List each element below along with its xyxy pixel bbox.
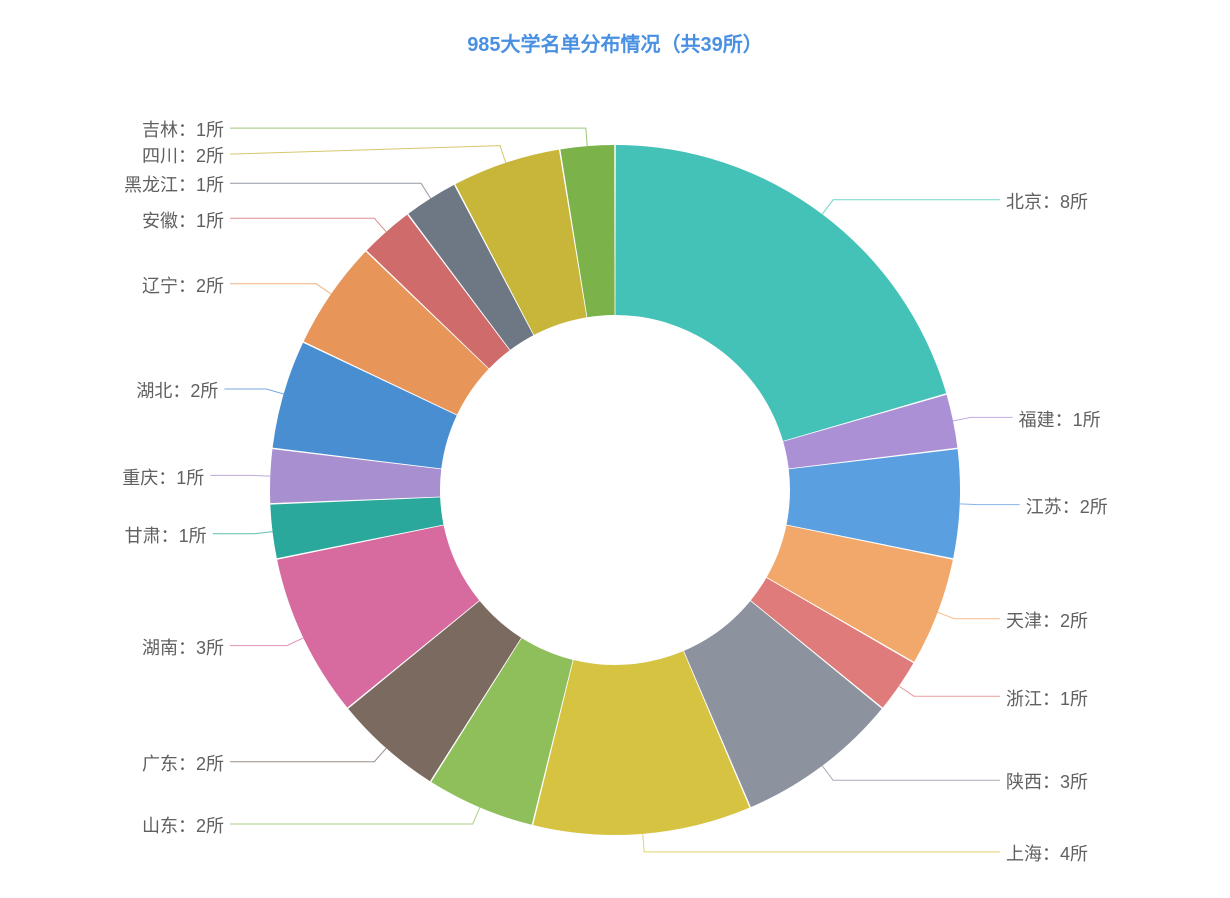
slice-北京 — [615, 145, 946, 441]
leader-湖南 — [230, 638, 303, 646]
leader-黑龙江 — [230, 183, 431, 198]
leader-甘肃 — [213, 532, 273, 534]
label-重庆: 重庆：1所 — [122, 464, 204, 490]
label-江苏: 江苏：2所 — [1026, 493, 1108, 519]
label-吉林: 吉林：1所 — [142, 116, 224, 142]
label-山东: 山东：2所 — [142, 812, 224, 838]
leader-天津 — [938, 612, 1000, 618]
leader-北京 — [822, 200, 1000, 214]
leader-湖北 — [224, 389, 283, 394]
label-福建: 福建：1所 — [1019, 406, 1101, 432]
label-湖南: 湖南：3所 — [142, 634, 224, 660]
label-辽宁: 辽宁：2所 — [142, 272, 224, 298]
leader-陕西 — [822, 766, 1000, 780]
leader-安徽 — [230, 218, 386, 231]
label-甘肃: 甘肃：1所 — [125, 522, 207, 548]
leader-江苏 — [960, 504, 1020, 505]
leader-上海 — [643, 834, 1000, 852]
leader-吉林 — [230, 128, 587, 146]
label-黑龙江: 黑龙江：1所 — [124, 171, 224, 197]
leader-广东 — [230, 748, 386, 761]
label-天津: 天津：2所 — [1006, 607, 1088, 633]
label-上海: 上海：4所 — [1006, 840, 1088, 866]
label-安徽: 安徽：1所 — [142, 207, 224, 233]
leader-四川 — [230, 146, 506, 163]
label-陕西: 陕西：3所 — [1006, 768, 1088, 794]
leader-重庆 — [210, 475, 270, 476]
label-北京: 北京：8所 — [1006, 188, 1088, 214]
label-广东: 广东：2所 — [142, 750, 224, 776]
leader-辽宁 — [230, 284, 331, 294]
label-浙江: 浙江：1所 — [1006, 685, 1088, 711]
leader-浙江 — [899, 686, 1000, 696]
leader-山东 — [230, 807, 480, 824]
leader-福建 — [953, 417, 1013, 421]
label-四川: 四川：2所 — [142, 142, 224, 168]
label-湖北: 湖北：2所 — [136, 377, 218, 403]
